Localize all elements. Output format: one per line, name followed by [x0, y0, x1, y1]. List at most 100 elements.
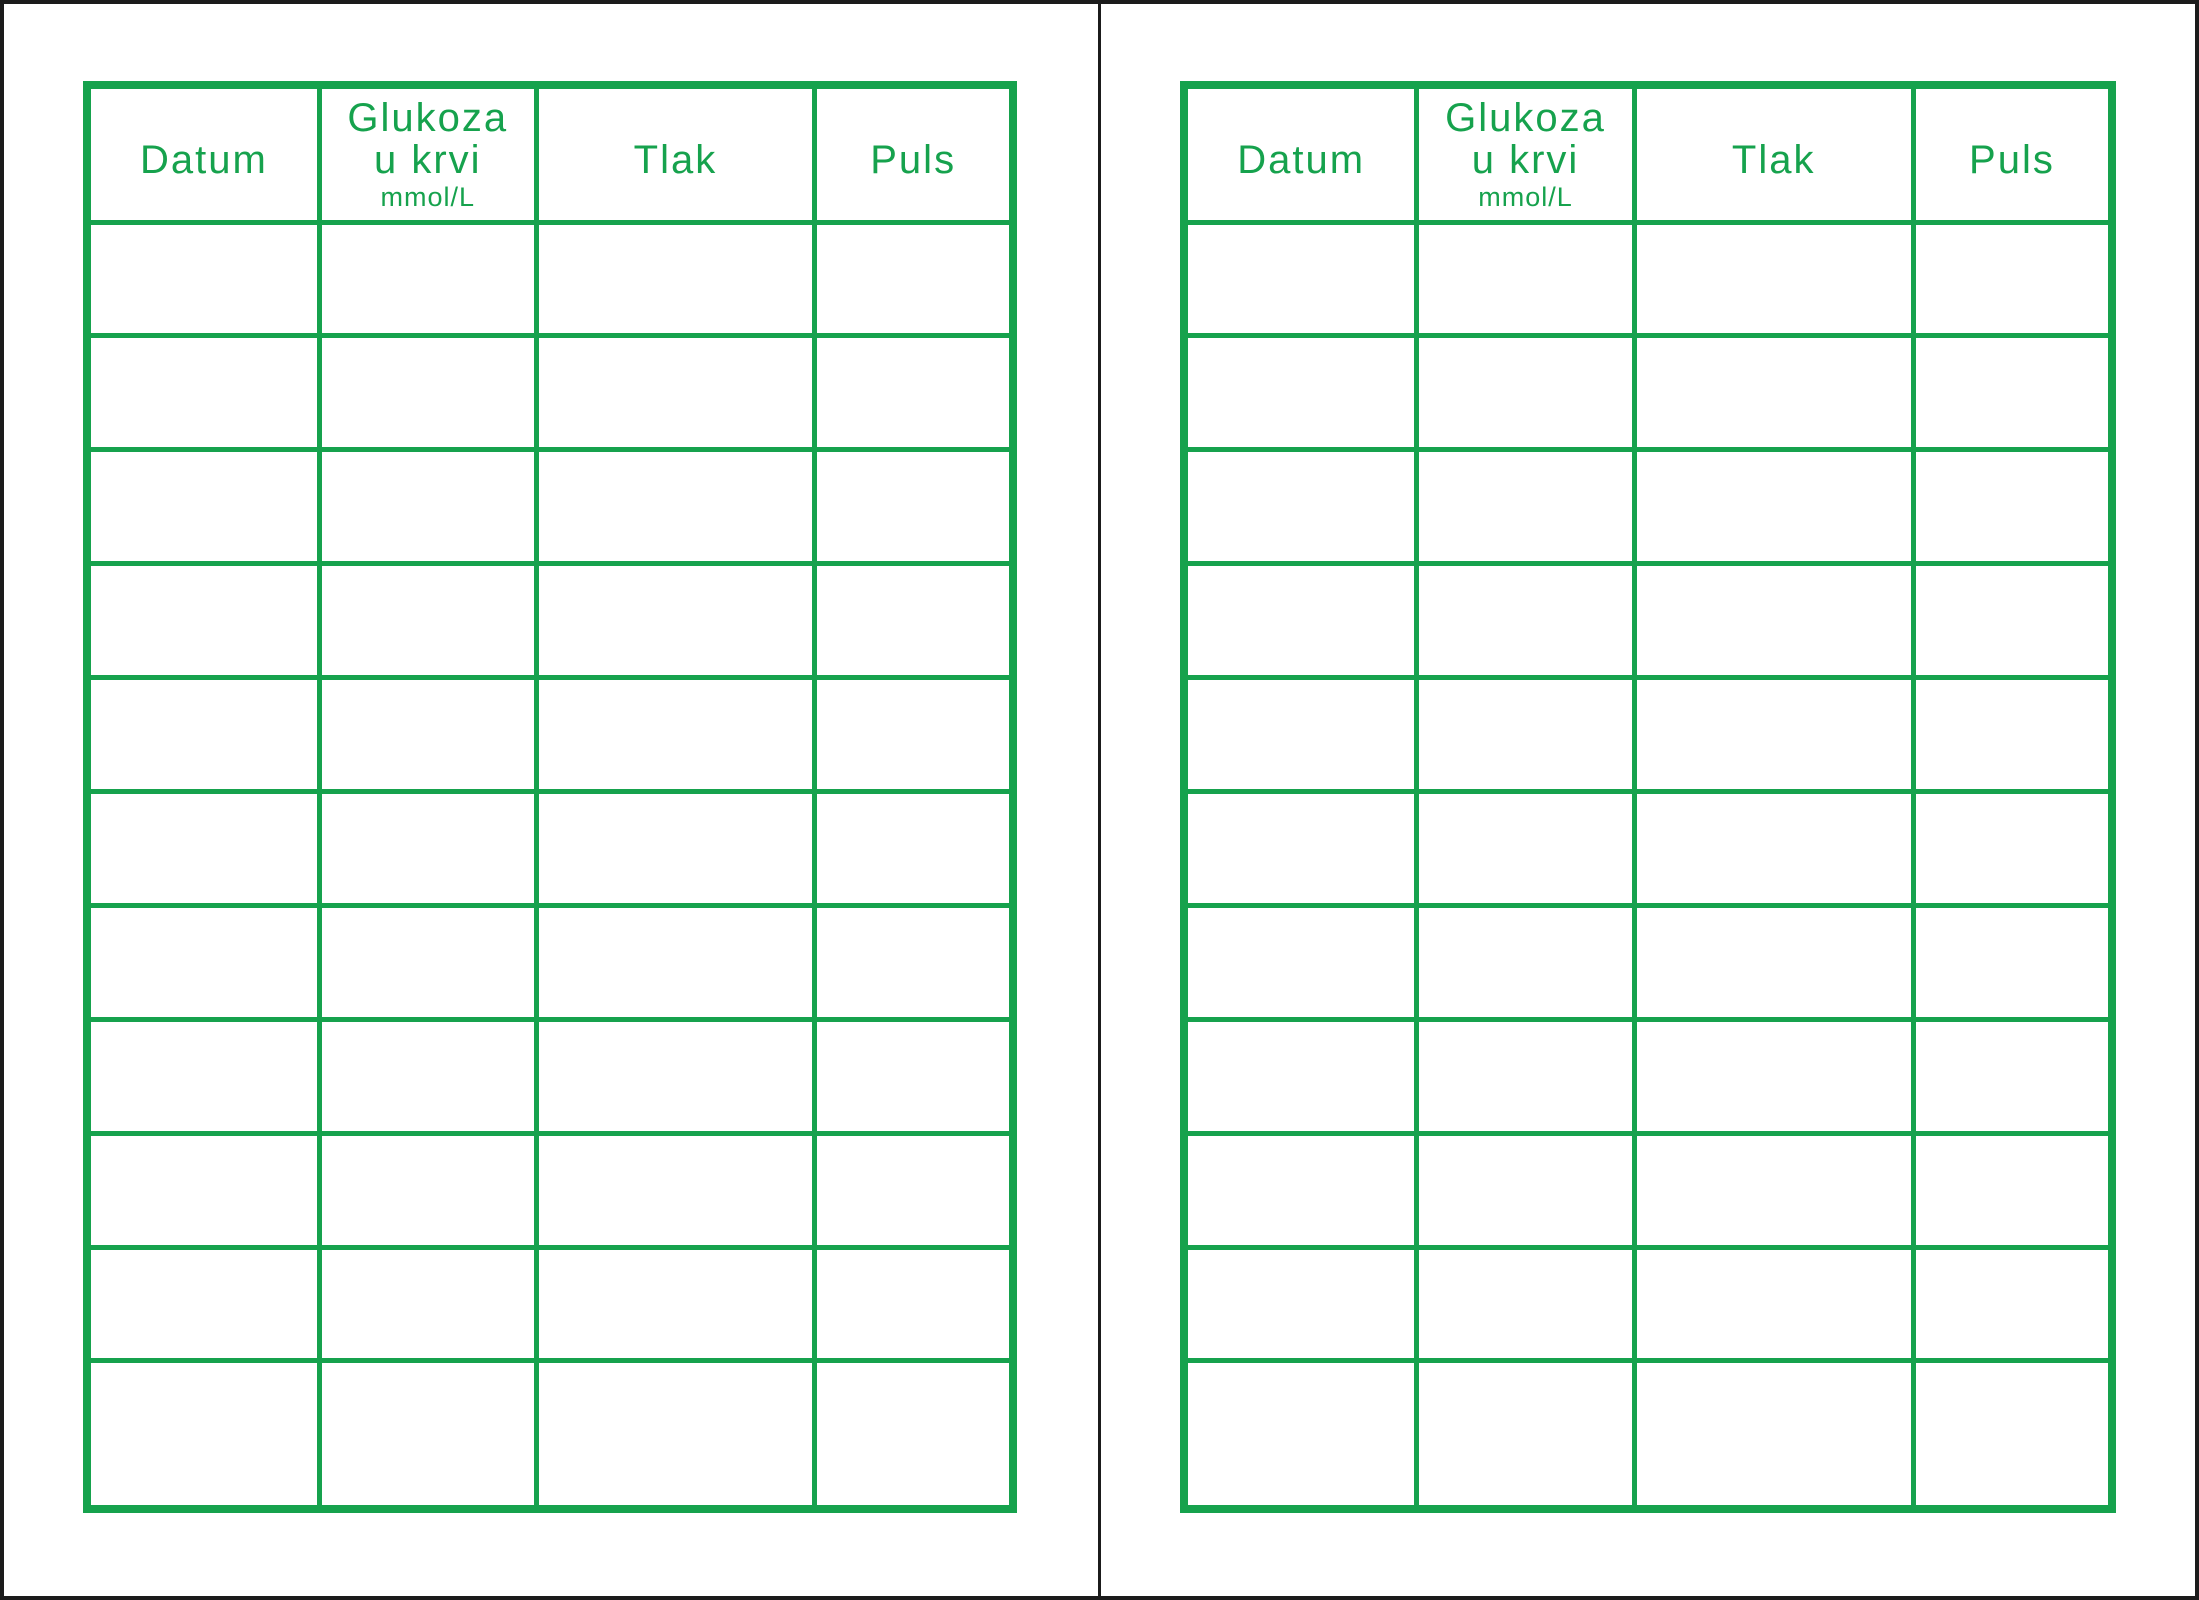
empty-entry-cell	[1414, 788, 1637, 908]
empty-entry-cell	[1910, 788, 2115, 908]
column-header-datum: Datum	[84, 82, 322, 225]
empty-entry-cell	[533, 561, 818, 681]
empty-entry-cell	[1910, 447, 2115, 567]
column-header-datum: Datum	[1181, 82, 1420, 225]
empty-entry-cell	[1910, 1358, 2115, 1512]
table-row	[84, 447, 1016, 567]
header-glukoza-line1: Glukoza	[1445, 96, 1606, 141]
table-row	[84, 788, 1016, 908]
empty-entry-cell	[1631, 1358, 1916, 1512]
empty-entry-cell	[533, 1016, 818, 1136]
empty-entry-cell	[1631, 1016, 1916, 1136]
empty-entry-cell	[1181, 219, 1420, 339]
empty-entry-cell	[533, 675, 818, 794]
empty-entry-cell	[1414, 1358, 1637, 1512]
empty-entry-cell	[1631, 1130, 1916, 1250]
table-row	[84, 1130, 1016, 1250]
table-row	[84, 1244, 1016, 1364]
empty-entry-cell	[1910, 1244, 2115, 1364]
empty-entry-cell	[84, 1016, 322, 1136]
table-row	[1181, 447, 2115, 567]
empty-entry-cell	[533, 1358, 818, 1512]
empty-entry-cell	[1631, 1244, 1916, 1364]
empty-entry-cell	[533, 1130, 818, 1250]
empty-entry-cell	[533, 333, 818, 453]
empty-entry-cell	[316, 1130, 539, 1250]
empty-entry-cell	[316, 219, 539, 339]
table-row	[1181, 1358, 2115, 1512]
empty-entry-cell	[533, 219, 818, 339]
table-row	[1181, 333, 2115, 453]
table-row	[84, 1358, 1016, 1512]
table-row	[1181, 1016, 2115, 1136]
table-row	[1181, 219, 2115, 339]
empty-entry-cell	[84, 219, 322, 339]
health-log-table: Datum Glukoza u krvi mmol/L Tlak Puls	[1180, 81, 2116, 1513]
table-row	[84, 1016, 1016, 1136]
empty-entry-cell	[1910, 561, 2115, 681]
column-header-glukoza: Glukoza u krvi mmol/L	[1414, 82, 1637, 225]
header-glukoza-unit: mmol/L	[380, 182, 476, 213]
empty-entry-cell	[316, 1016, 539, 1136]
table-row	[1181, 1130, 2115, 1250]
empty-entry-cell	[1181, 675, 1420, 794]
table-row	[1181, 902, 2115, 1022]
empty-entry-cell	[1910, 1130, 2115, 1250]
empty-entry-cell	[812, 561, 1016, 681]
header-row: Datum Glukoza u krvi mmol/L Tlak Puls	[1181, 82, 2115, 225]
empty-entry-cell	[84, 675, 322, 794]
header-row: Datum Glukoza u krvi mmol/L Tlak Puls	[84, 82, 1016, 225]
empty-entry-cell	[812, 1130, 1016, 1250]
header-glukoza-line1: Glukoza	[347, 96, 509, 141]
column-header-glukoza: Glukoza u krvi mmol/L	[316, 82, 539, 225]
empty-entry-cell	[1181, 1016, 1420, 1136]
column-header-puls: Puls	[1910, 82, 2115, 225]
empty-entry-cell	[533, 788, 818, 908]
empty-entry-cell	[84, 1130, 322, 1250]
empty-entry-cell	[316, 561, 539, 681]
table-row	[1181, 1244, 2115, 1364]
empty-entry-cell	[316, 902, 539, 1022]
page-fold-divider	[1098, 0, 1101, 1600]
empty-entry-cell	[533, 1244, 818, 1364]
table-row	[84, 902, 1016, 1022]
empty-entry-cell	[812, 219, 1016, 339]
empty-entry-cell	[812, 447, 1016, 567]
empty-entry-cell	[1414, 1130, 1637, 1250]
column-header-tlak: Tlak	[533, 82, 818, 225]
log-sheet-right: Datum Glukoza u krvi mmol/L Tlak Puls	[1180, 81, 2116, 1513]
empty-entry-cell	[1181, 333, 1420, 453]
column-header-puls: Puls	[812, 82, 1016, 225]
empty-entry-cell	[84, 788, 322, 908]
empty-entry-cell	[316, 447, 539, 567]
empty-entry-cell	[316, 1244, 539, 1364]
empty-entry-cell	[1414, 561, 1637, 681]
empty-entry-cell	[1181, 1244, 1420, 1364]
health-log-table: Datum Glukoza u krvi mmol/L Tlak Puls	[83, 81, 1017, 1513]
table-row	[84, 219, 1016, 339]
empty-entry-cell	[1910, 902, 2115, 1022]
table-row	[1181, 561, 2115, 681]
empty-entry-cell	[1181, 1358, 1420, 1512]
empty-entry-cell	[1181, 788, 1420, 908]
table-row	[84, 333, 1016, 453]
empty-entry-cell	[1631, 219, 1916, 339]
empty-entry-cell	[812, 1244, 1016, 1364]
empty-entry-cell	[1910, 333, 2115, 453]
empty-entry-cell	[84, 902, 322, 1022]
table-row	[1181, 675, 2115, 794]
empty-entry-cell	[1631, 447, 1916, 567]
table-row	[84, 675, 1016, 794]
empty-entry-cell	[812, 1358, 1016, 1512]
table-row	[1181, 788, 2115, 908]
empty-entry-cell	[316, 675, 539, 794]
empty-entry-cell	[1181, 1130, 1420, 1250]
empty-entry-cell	[533, 902, 818, 1022]
empty-entry-cell	[812, 333, 1016, 453]
header-glukoza-line2: u krvi	[373, 138, 482, 183]
empty-entry-cell	[84, 1358, 322, 1512]
empty-entry-cell	[84, 561, 322, 681]
empty-entry-cell	[84, 447, 322, 567]
header-glukoza-line2: u krvi	[1471, 138, 1580, 183]
